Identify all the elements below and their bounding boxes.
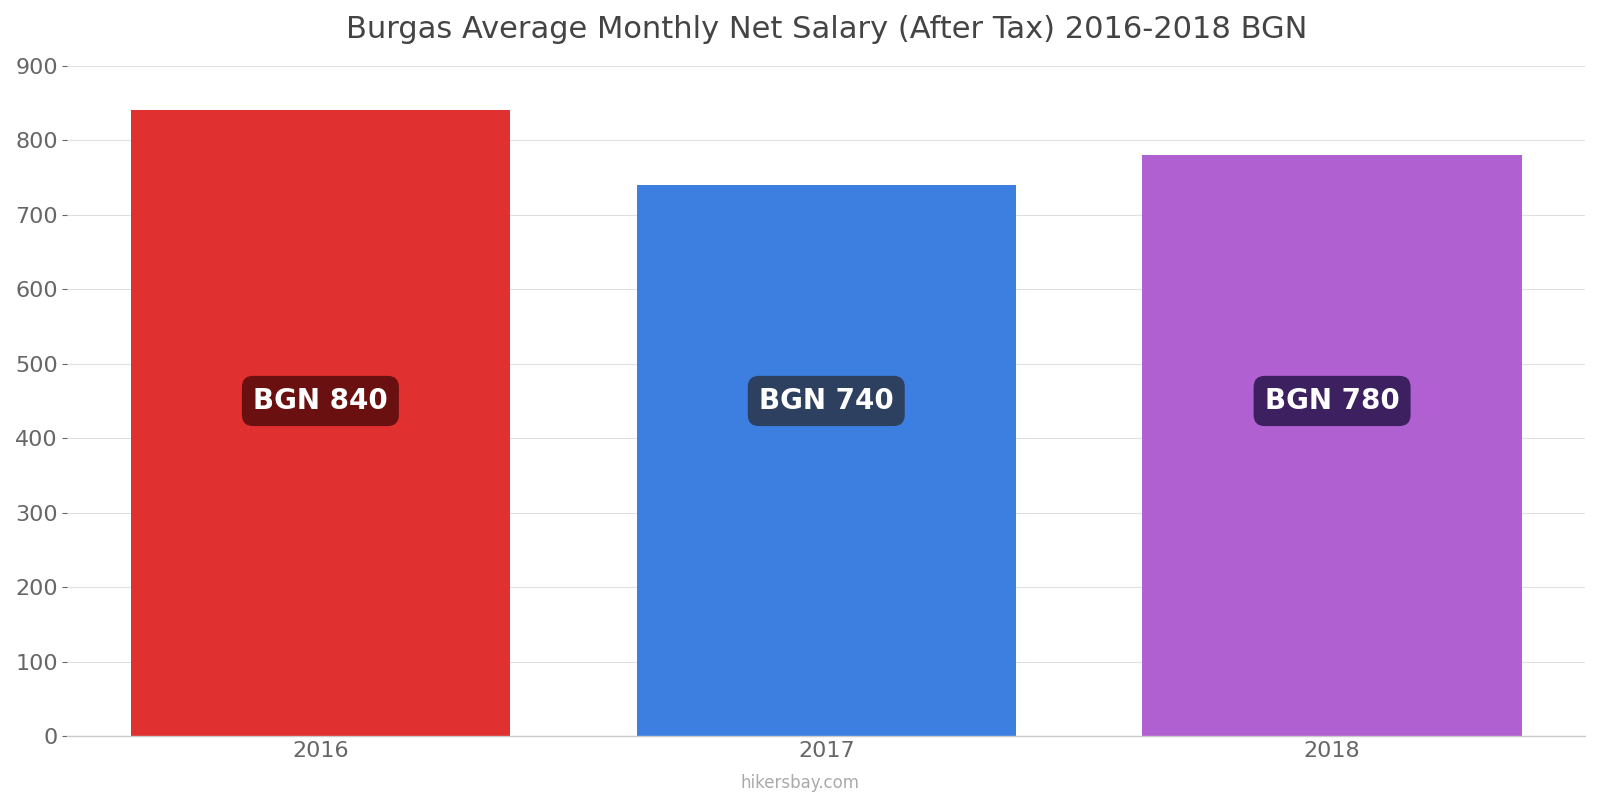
- Text: BGN 740: BGN 740: [758, 387, 894, 415]
- Bar: [637, 185, 1016, 736]
- Title: Burgas Average Monthly Net Salary (After Tax) 2016-2018 BGN: Burgas Average Monthly Net Salary (After…: [346, 15, 1307, 44]
- Text: hikersbay.com: hikersbay.com: [741, 774, 859, 792]
- Text: BGN 840: BGN 840: [253, 387, 387, 415]
- Bar: [131, 110, 510, 736]
- Bar: [1142, 155, 1522, 736]
- Text: BGN 780: BGN 780: [1264, 387, 1400, 415]
